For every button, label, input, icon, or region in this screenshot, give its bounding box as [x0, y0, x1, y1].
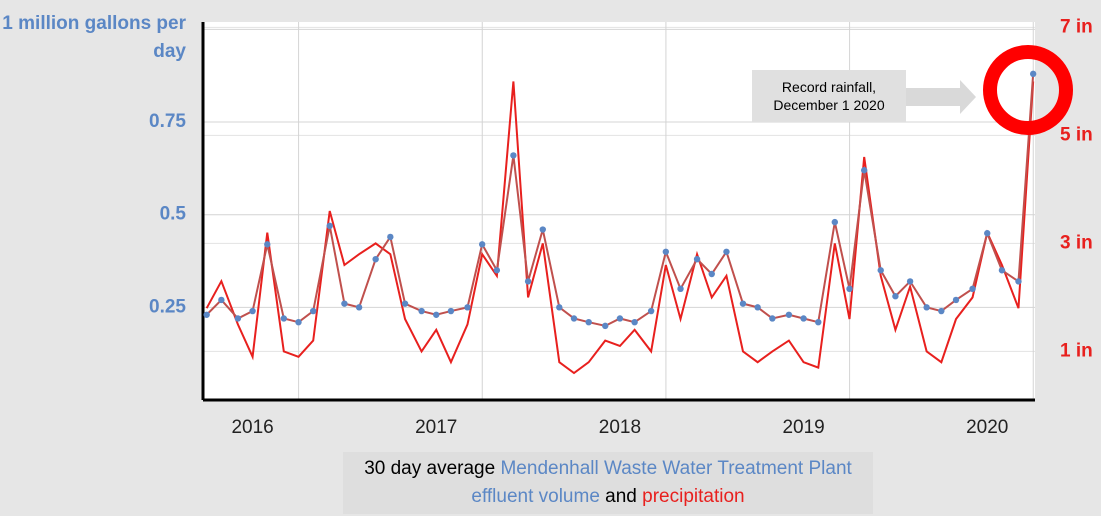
- y-tick-label: 0.75: [149, 111, 186, 132]
- data-point: [570, 315, 578, 322]
- data-point: [326, 222, 333, 230]
- data-point: [739, 300, 747, 307]
- caption-text: Mendenhall Waste Water Treatment Plant e…: [471, 458, 852, 507]
- data-point: [464, 304, 471, 311]
- data-point: [1029, 70, 1037, 78]
- data-point: [754, 304, 761, 311]
- data-point: [723, 248, 730, 255]
- caption: 30 day average Mendenhall Waste Water Tr…: [343, 452, 873, 514]
- data-point: [785, 311, 793, 318]
- data-point: [831, 218, 839, 226]
- data-point: [846, 285, 853, 293]
- data-point: [401, 300, 409, 307]
- x-tick-label: 2018: [599, 417, 641, 438]
- data-point: [341, 300, 348, 307]
- y2-tick-label: 5 in: [1060, 124, 1093, 145]
- data-point: [769, 315, 776, 322]
- data-point: [631, 318, 638, 326]
- data-point: [203, 311, 210, 318]
- data-point: [234, 315, 242, 322]
- data-point: [355, 304, 363, 311]
- data-point: [906, 278, 914, 285]
- caption-text: precipitation: [642, 486, 745, 507]
- arrow: [906, 80, 976, 114]
- data-point: [877, 267, 884, 274]
- data-point: [585, 318, 592, 326]
- data-point: [938, 307, 945, 315]
- x-tick-label: 2017: [415, 417, 457, 438]
- series-line: [205, 81, 1035, 375]
- data-point: [1015, 278, 1022, 285]
- data-point: [309, 307, 317, 315]
- caption-text: and: [605, 486, 637, 507]
- data-point: [998, 267, 1006, 274]
- data-point: [647, 307, 655, 315]
- data-point: [662, 248, 670, 255]
- y2-tick-label: 7 in: [1060, 16, 1093, 37]
- data-point: [708, 270, 715, 278]
- data-point: [860, 167, 868, 174]
- x-tick-label: 2020: [966, 417, 1008, 438]
- data-point: [447, 307, 455, 315]
- data-point: [677, 285, 684, 293]
- highlight-circle: [983, 45, 1073, 135]
- data-point: [616, 315, 624, 322]
- annotation: Record rainfall, December 1 2020: [752, 70, 906, 122]
- data-point: [984, 230, 991, 237]
- caption-text: 30 day average: [364, 458, 496, 479]
- data-point: [602, 322, 609, 330]
- y-tick-label: 0.5: [160, 204, 187, 225]
- y2-tick-label: 3 in: [1060, 232, 1093, 253]
- x-tick-label: 2019: [782, 417, 824, 438]
- data-point: [249, 307, 256, 315]
- data-point: [387, 233, 394, 241]
- data-point: [218, 296, 225, 304]
- y-tick-label: 0.25: [149, 296, 186, 317]
- data-point: [433, 311, 440, 318]
- data-point: [952, 296, 960, 304]
- data-point: [815, 318, 822, 326]
- data-point: [372, 255, 379, 263]
- data-point: [969, 285, 976, 293]
- plot-area: [203, 22, 1035, 400]
- data-point: [539, 226, 546, 233]
- data-point: [418, 307, 425, 315]
- data-point: [510, 152, 517, 159]
- data-point: [693, 255, 701, 263]
- y2-tick-label: 1 in: [1060, 340, 1093, 361]
- data-point: [493, 267, 501, 274]
- data-point: [524, 278, 532, 285]
- x-tick-label: 2016: [231, 417, 273, 438]
- y-tick-label: 1 million gallons per day: [2, 13, 186, 62]
- data-point: [280, 315, 288, 322]
- data-point: [892, 293, 899, 300]
- data-point: [264, 241, 271, 248]
- data-point: [800, 315, 807, 322]
- data-point: [923, 304, 930, 311]
- data-point: [295, 318, 302, 326]
- data-point: [556, 304, 563, 311]
- data-point: [478, 241, 486, 248]
